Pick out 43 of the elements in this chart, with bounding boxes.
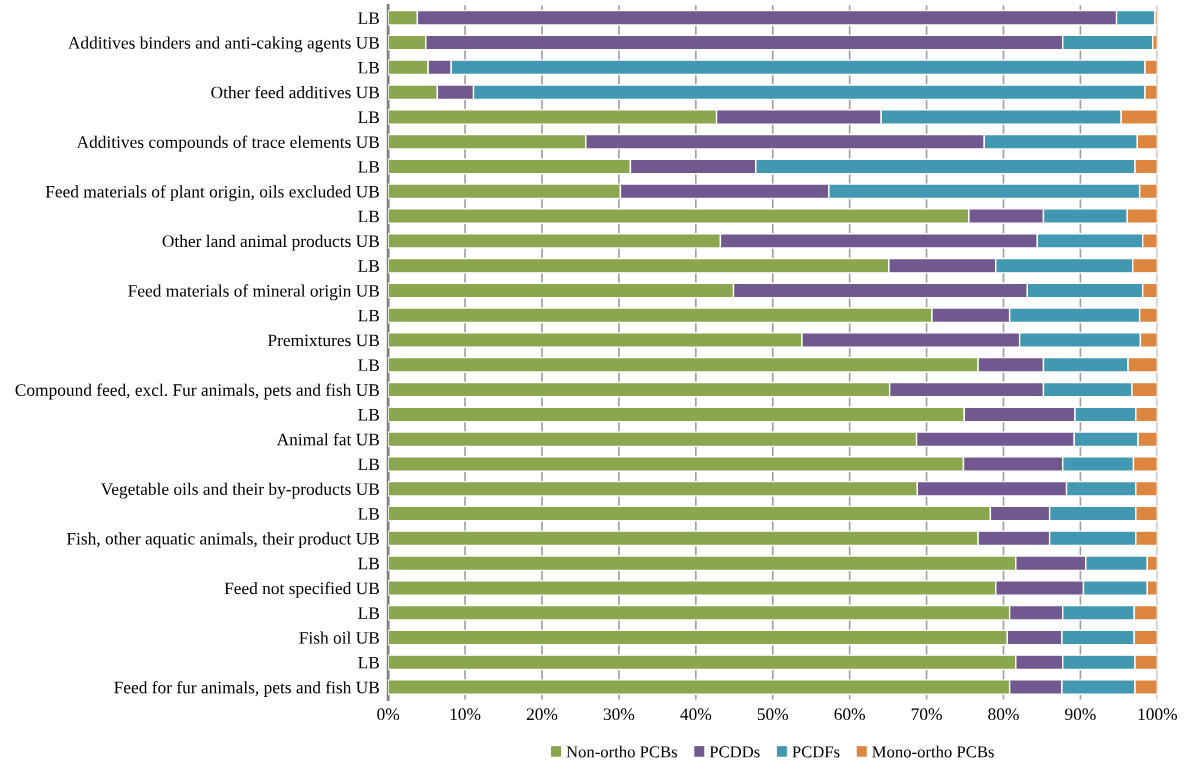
y-tick-label: Vegetable oils and their by-products UB (100, 482, 379, 499)
y-tick-label: Other feed additives UB (211, 85, 379, 99)
y-tick-label: LB (358, 111, 379, 123)
x-tick-label: 80% (988, 708, 1019, 721)
y-tick-label: Feed not specified UB (224, 581, 379, 598)
y-tick-label: LB (358, 12, 379, 24)
y-tick-label: Feed materials of plant origin, oils excluded UB (45, 185, 379, 202)
y-tick-label: LB (358, 260, 379, 272)
y-tick-label: LB (358, 161, 379, 173)
legend-label: PCDFs (792, 746, 840, 758)
y-tick-label: Animal fat UB (276, 433, 379, 446)
x-tick-label: 100% (1138, 708, 1177, 721)
x-tick-label: 10% (450, 708, 481, 721)
legend-label: Mono-ortho PCBs (872, 745, 994, 758)
y-tick-label: Premixtures UB (267, 334, 379, 347)
y-tick-label: LB (358, 458, 379, 471)
y-tick-label: LB (358, 607, 379, 619)
y-tick-label: Feed for fur animals, pets and fish UB (114, 681, 379, 697)
x-tick-label: 60% (834, 708, 865, 721)
y-tick-label: Compound feed, excl. Fur animals, pets and fish UB (15, 383, 379, 400)
y-tick-label: Fish oil UB (299, 631, 379, 644)
y-tick-label: Fish, other aquatic animals, their product UB (66, 532, 379, 549)
y-tick-label: LB (358, 62, 379, 74)
x-tick-label: 30% (603, 708, 635, 721)
y-tick-label: Additives binders and anti-caking agents UB (68, 36, 379, 53)
y-tick-label: Other land animal products UB (162, 234, 379, 251)
y-tick-label: Feed materials of mineral origin UB (128, 284, 379, 301)
y-tick-label: LB (358, 557, 379, 570)
x-tick-label: 90% (1065, 708, 1096, 721)
x-tick-label: 70% (911, 708, 942, 721)
legend-label: Non-ortho PCBs (566, 745, 678, 758)
y-tick-label: LB (358, 409, 379, 421)
legend-label: PCDDs (709, 746, 760, 758)
x-tick-label: 0% (377, 708, 400, 721)
y-tick-label: Additives compounds of trace elements UB (76, 135, 379, 152)
x-tick-label: 40% (680, 708, 712, 721)
y-tick-label: LB (358, 656, 379, 669)
y-tick-label: LB (358, 210, 379, 223)
y-tick-label: LB (358, 359, 379, 371)
y-tick-label: LB (358, 309, 379, 322)
x-tick-label: 50% (757, 708, 789, 721)
x-tick-label: 20% (526, 708, 558, 721)
y-tick-label: LB (358, 508, 379, 520)
